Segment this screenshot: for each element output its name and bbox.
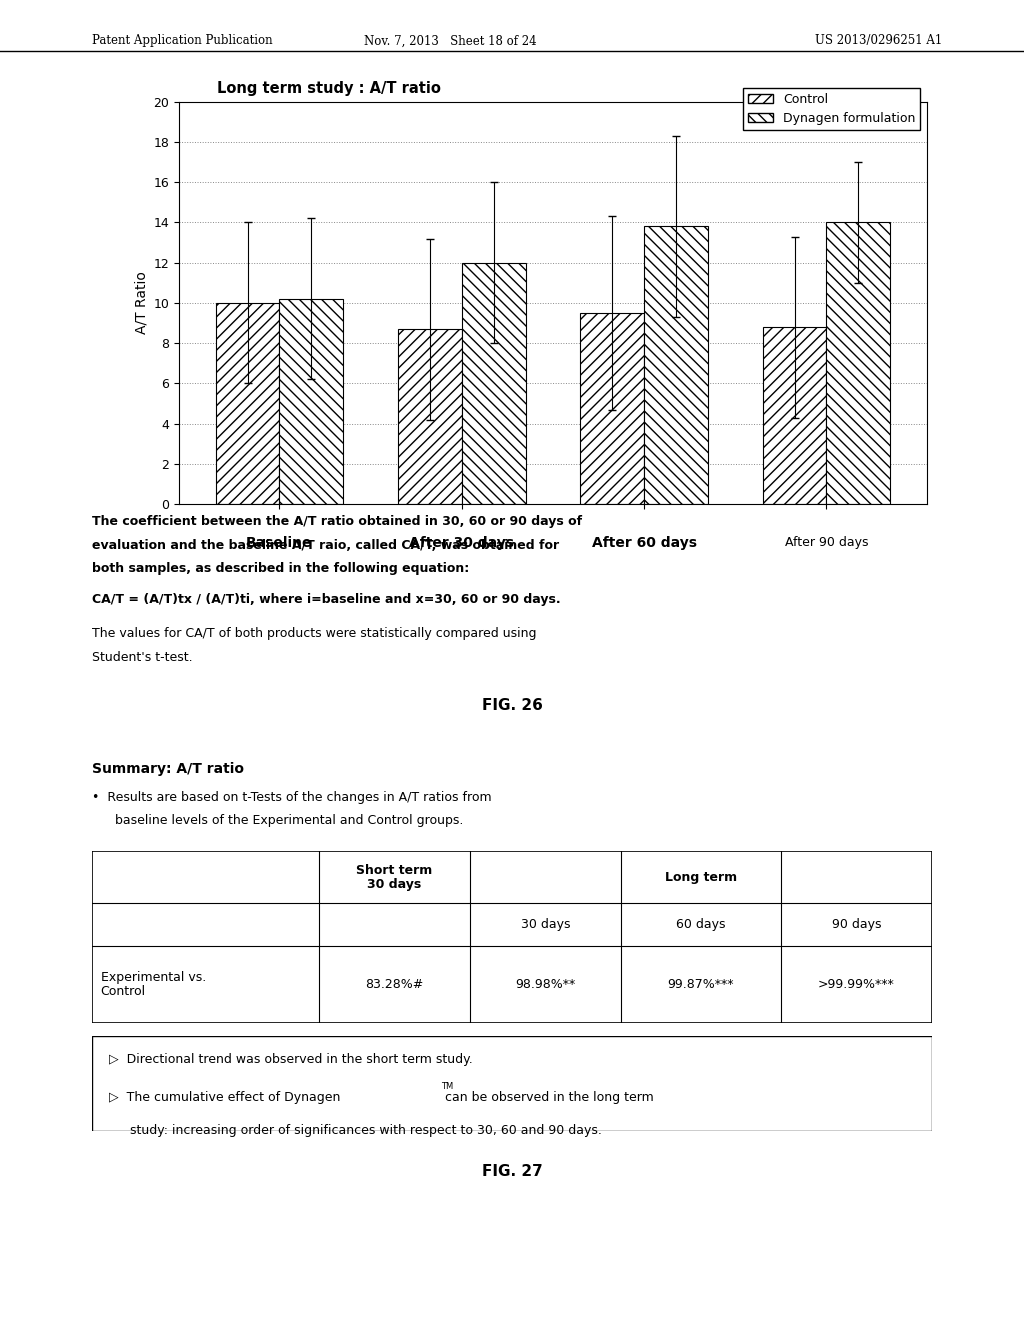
Text: Experimental vs.: Experimental vs. bbox=[100, 972, 206, 983]
Text: Patent Application Publication: Patent Application Publication bbox=[92, 34, 272, 48]
Text: both samples, as described in the following equation:: both samples, as described in the follow… bbox=[92, 562, 469, 576]
Text: US 2013/0296251 A1: US 2013/0296251 A1 bbox=[815, 34, 942, 48]
Text: 90 days: 90 days bbox=[831, 917, 881, 931]
Y-axis label: A/T Ratio: A/T Ratio bbox=[134, 272, 148, 334]
Text: baseline levels of the Experimental and Control groups.: baseline levels of the Experimental and … bbox=[115, 814, 463, 828]
Text: can be observed in the long term: can be observed in the long term bbox=[440, 1092, 653, 1105]
Text: 30 days: 30 days bbox=[368, 878, 422, 891]
Text: ▷  Directional trend was observed in the short term study.: ▷ Directional trend was observed in the … bbox=[109, 1053, 473, 1067]
Bar bbox=[644, 227, 708, 504]
Text: TM: TM bbox=[440, 1082, 453, 1090]
Text: Short term: Short term bbox=[356, 863, 432, 876]
Bar bbox=[280, 298, 343, 504]
Text: 98.98%**: 98.98%** bbox=[515, 978, 575, 991]
Bar bbox=[581, 313, 644, 504]
Text: FIG. 26: FIG. 26 bbox=[481, 698, 543, 713]
Text: ▷  The cumulative effect of Dynagen: ▷ The cumulative effect of Dynagen bbox=[109, 1092, 340, 1105]
Bar bbox=[763, 327, 826, 504]
Text: Student's t-test.: Student's t-test. bbox=[92, 651, 193, 664]
Bar bbox=[826, 222, 890, 504]
Text: evaluation and the baseline A/T raio, called CA/T, was obtained for: evaluation and the baseline A/T raio, ca… bbox=[92, 539, 559, 552]
Text: 83.28%#: 83.28%# bbox=[366, 978, 424, 991]
Text: 99.87%***: 99.87%*** bbox=[668, 978, 734, 991]
Text: The values for CA/T of both products were statistically compared using: The values for CA/T of both products wer… bbox=[92, 627, 537, 640]
Text: 60 days: 60 days bbox=[676, 917, 726, 931]
Bar bbox=[398, 329, 462, 504]
Bar bbox=[216, 302, 280, 504]
Text: Long term study : A/T ratio: Long term study : A/T ratio bbox=[217, 82, 440, 96]
Text: After 30 days: After 30 days bbox=[410, 536, 514, 550]
Text: After 90 days: After 90 days bbox=[784, 536, 868, 549]
Text: •  Results are based on t-Tests of the changes in A/T ratios from: • Results are based on t-Tests of the ch… bbox=[92, 791, 492, 804]
Text: The coefficient between the A/T ratio obtained in 30, 60 or 90 days of: The coefficient between the A/T ratio ob… bbox=[92, 515, 583, 528]
Text: Summary: A/T ratio: Summary: A/T ratio bbox=[92, 762, 244, 776]
Text: 30 days: 30 days bbox=[521, 917, 570, 931]
Text: Control: Control bbox=[100, 985, 145, 998]
Text: CA/T = (A/T)tx / (A/T)ti, where i=baseline and x=30, 60 or 90 days.: CA/T = (A/T)tx / (A/T)ti, where i=baseli… bbox=[92, 593, 561, 606]
Text: FIG. 27: FIG. 27 bbox=[481, 1164, 543, 1179]
Text: >99.99%***: >99.99%*** bbox=[818, 978, 895, 991]
Text: Baseline: Baseline bbox=[246, 536, 312, 550]
Text: study: increasing order of significances with respect to 30, 60 and 90 days.: study: increasing order of significances… bbox=[130, 1123, 602, 1137]
Text: After 60 days: After 60 days bbox=[592, 536, 696, 550]
Legend: Control, Dynagen formulation: Control, Dynagen formulation bbox=[743, 87, 921, 129]
Text: Nov. 7, 2013   Sheet 18 of 24: Nov. 7, 2013 Sheet 18 of 24 bbox=[365, 34, 537, 48]
Text: Long term: Long term bbox=[665, 871, 737, 883]
Bar bbox=[462, 263, 525, 504]
